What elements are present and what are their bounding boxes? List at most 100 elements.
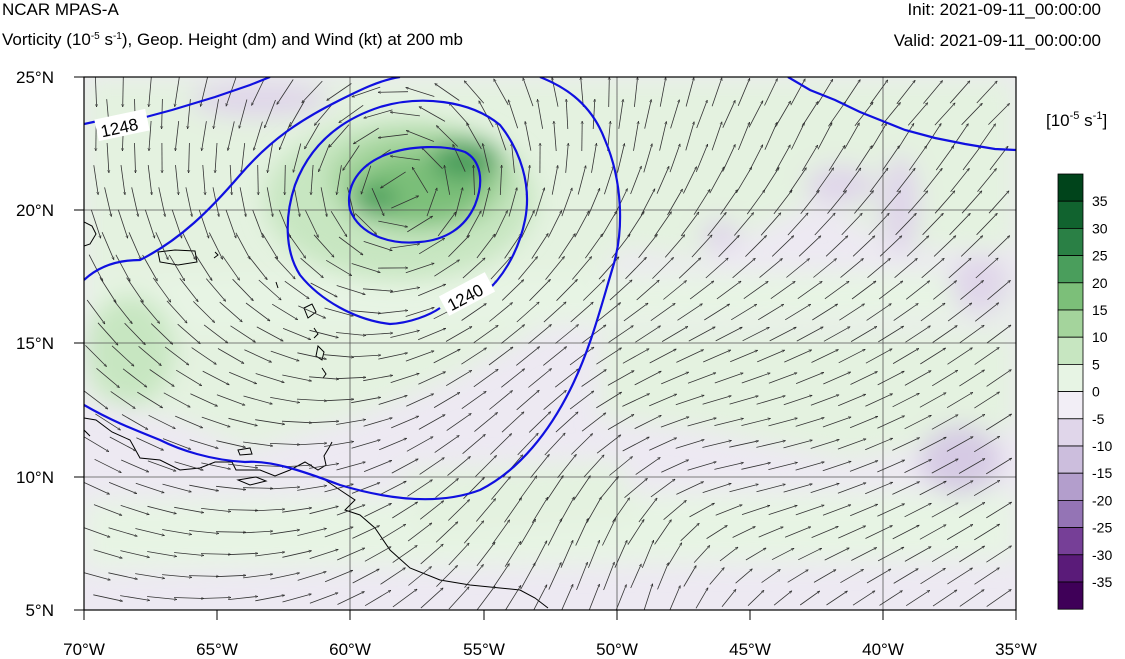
wind-arrow xyxy=(282,594,312,603)
wind-arrow xyxy=(716,281,741,300)
wind-arrow xyxy=(661,459,688,473)
wind-arrow xyxy=(827,190,847,214)
wind-arrow xyxy=(693,545,710,563)
wind-arrow xyxy=(188,576,219,577)
wind-arrow xyxy=(931,369,958,387)
lat-label-20n: 20°N xyxy=(16,201,54,220)
wind-arrow xyxy=(554,369,579,388)
wind-arrow xyxy=(128,232,142,259)
wind-arrow xyxy=(324,354,354,358)
wind-arrow xyxy=(640,189,656,216)
wind-arrow xyxy=(121,414,148,430)
wind-arrow xyxy=(722,100,736,128)
wind-arrow xyxy=(489,391,512,410)
wind-arrow xyxy=(661,326,688,342)
wind-arrow xyxy=(208,232,224,260)
wind-arrow xyxy=(244,349,271,363)
lon-label-60w: 60°W xyxy=(329,640,371,659)
wind-arrow xyxy=(407,479,433,497)
wind-arrow xyxy=(892,437,919,451)
wind-arrow xyxy=(499,165,501,196)
wind-arrow xyxy=(216,440,245,448)
wind-arrow xyxy=(745,547,766,561)
wind-arrow xyxy=(110,391,136,409)
wind-arrow xyxy=(548,562,562,590)
wind-arrow xyxy=(892,524,920,540)
wind-arrow xyxy=(906,236,929,257)
wind-arrow xyxy=(978,124,996,149)
wind-arrow xyxy=(877,415,904,429)
wind-arrow xyxy=(828,102,846,127)
wind-arrow xyxy=(464,564,484,588)
wind-arrow xyxy=(565,143,569,173)
wind-arrow xyxy=(634,414,662,430)
wind-arrow xyxy=(267,143,273,173)
wind-arrow xyxy=(733,213,753,236)
wind-arrow xyxy=(175,415,203,429)
wind-arrow xyxy=(335,377,366,380)
wind-arrow xyxy=(923,168,943,193)
wind-arrow xyxy=(202,121,207,151)
wind-arrow xyxy=(614,540,628,568)
wind-arrow xyxy=(392,501,417,519)
wind-arrow xyxy=(587,188,601,216)
wind-arrow xyxy=(974,567,1000,585)
wind-arrow xyxy=(482,187,489,217)
wind-arrow xyxy=(407,215,432,233)
wind-arrow xyxy=(309,593,338,604)
wind-arrow xyxy=(627,211,645,237)
wind-arrow xyxy=(877,503,904,517)
wind-arrow xyxy=(162,438,191,450)
wind-arrow xyxy=(336,332,366,336)
wind-arrow xyxy=(720,190,738,215)
wind-arrow xyxy=(822,461,851,472)
wind-arrow xyxy=(815,168,835,193)
wind-arrow xyxy=(799,590,820,606)
wind-arrow xyxy=(685,122,694,151)
wind-arrow xyxy=(378,133,408,138)
wind-arrow xyxy=(476,586,495,610)
wind-arrow xyxy=(960,236,983,257)
wind-arrow xyxy=(297,486,327,491)
graticule xyxy=(84,77,1016,610)
wind-arrow xyxy=(843,80,861,105)
wind-arrow xyxy=(493,79,509,106)
wind-arrow xyxy=(435,478,459,498)
wind-arrow xyxy=(504,498,522,523)
wind-arrow xyxy=(243,395,273,404)
wind-arrow xyxy=(174,552,204,556)
wind-arrow xyxy=(473,165,475,196)
lon-label-50w: 50°W xyxy=(596,640,638,659)
wind-arrow xyxy=(762,167,780,193)
wind-arrow xyxy=(959,545,984,563)
wind-arrow xyxy=(152,277,172,302)
wind-arrow xyxy=(768,462,797,470)
wind-arrow xyxy=(704,303,729,321)
wind-arrow xyxy=(352,525,379,539)
wind-arrow xyxy=(893,303,919,321)
lon-label-65w: 65°W xyxy=(196,640,238,659)
wind-arrow xyxy=(287,233,307,259)
wind-arrow xyxy=(711,122,722,151)
wind-arrow xyxy=(851,281,876,300)
wind-arrow xyxy=(577,166,586,195)
wind-arrow xyxy=(324,307,354,316)
wind-arrow xyxy=(445,326,472,342)
wind-arrow xyxy=(419,501,444,520)
wind-arrow xyxy=(729,441,758,448)
wind-arrow xyxy=(508,188,517,217)
wind-arrow xyxy=(894,258,918,279)
wind-arrow xyxy=(882,146,900,171)
wind-arrow xyxy=(189,439,219,449)
wind-arrow xyxy=(190,393,217,407)
colorbar-label: -5 xyxy=(1092,411,1105,427)
wind-arrow xyxy=(850,503,878,517)
wind-arrow xyxy=(94,458,122,474)
wind-arrow xyxy=(571,434,592,455)
wind-arrow xyxy=(958,458,985,474)
wind-arrow xyxy=(422,147,443,169)
wind-arrow xyxy=(556,279,578,301)
wind-arrow xyxy=(313,234,334,257)
wind-arrow xyxy=(654,520,672,545)
wind-arrow xyxy=(162,98,163,129)
